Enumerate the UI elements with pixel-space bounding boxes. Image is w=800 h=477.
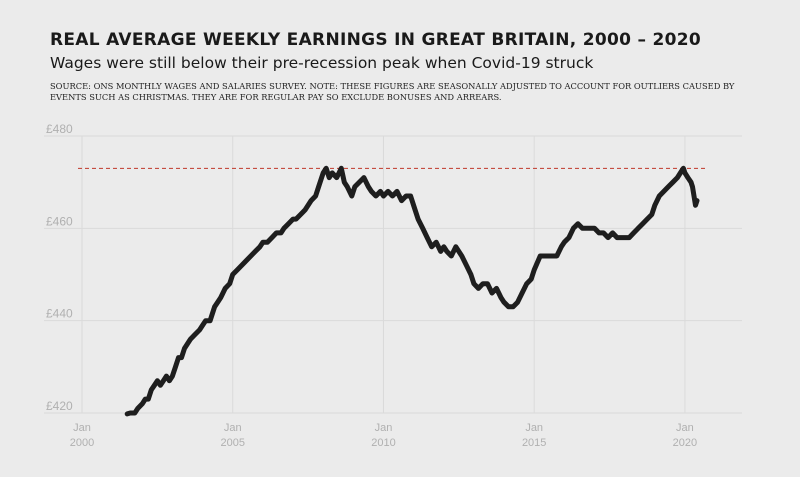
y-tick-label: £440 xyxy=(46,307,73,321)
y-tick-label: £420 xyxy=(46,399,73,413)
y-tick-label: £480 xyxy=(46,122,73,136)
x-tick-label-year: 2020 xyxy=(673,437,697,449)
chart-source-note: SOURCE: ONS MONTHLY WAGES AND SALARIES S… xyxy=(50,81,735,102)
x-tick-label-year: 2015 xyxy=(522,437,546,449)
x-tick-label-month: Jan xyxy=(375,422,393,434)
x-tick-label-month: Jan xyxy=(525,422,543,434)
x-tick-label-month: Jan xyxy=(73,422,91,434)
chart-subtitle: Wages were still below their pre-recessi… xyxy=(50,54,594,72)
x-tick-label-year: 2000 xyxy=(70,437,94,449)
x-tick-label-year: 2005 xyxy=(220,437,244,449)
earnings-series-line xyxy=(124,165,700,417)
y-tick-label: £460 xyxy=(46,214,73,228)
grid xyxy=(44,135,742,414)
x-tick-label-year: 2010 xyxy=(371,437,395,449)
x-tick-label-month: Jan xyxy=(224,422,242,434)
x-tick-label-month: Jan xyxy=(676,422,694,434)
series-layer xyxy=(124,165,700,417)
chart-title: REAL AVERAGE WEEKLY EARNINGS IN GREAT BR… xyxy=(50,30,702,50)
axes: £420 £440 £460 £480 Jan 2000 Jan 2005 Jan 2010 Jan… xyxy=(46,122,697,449)
